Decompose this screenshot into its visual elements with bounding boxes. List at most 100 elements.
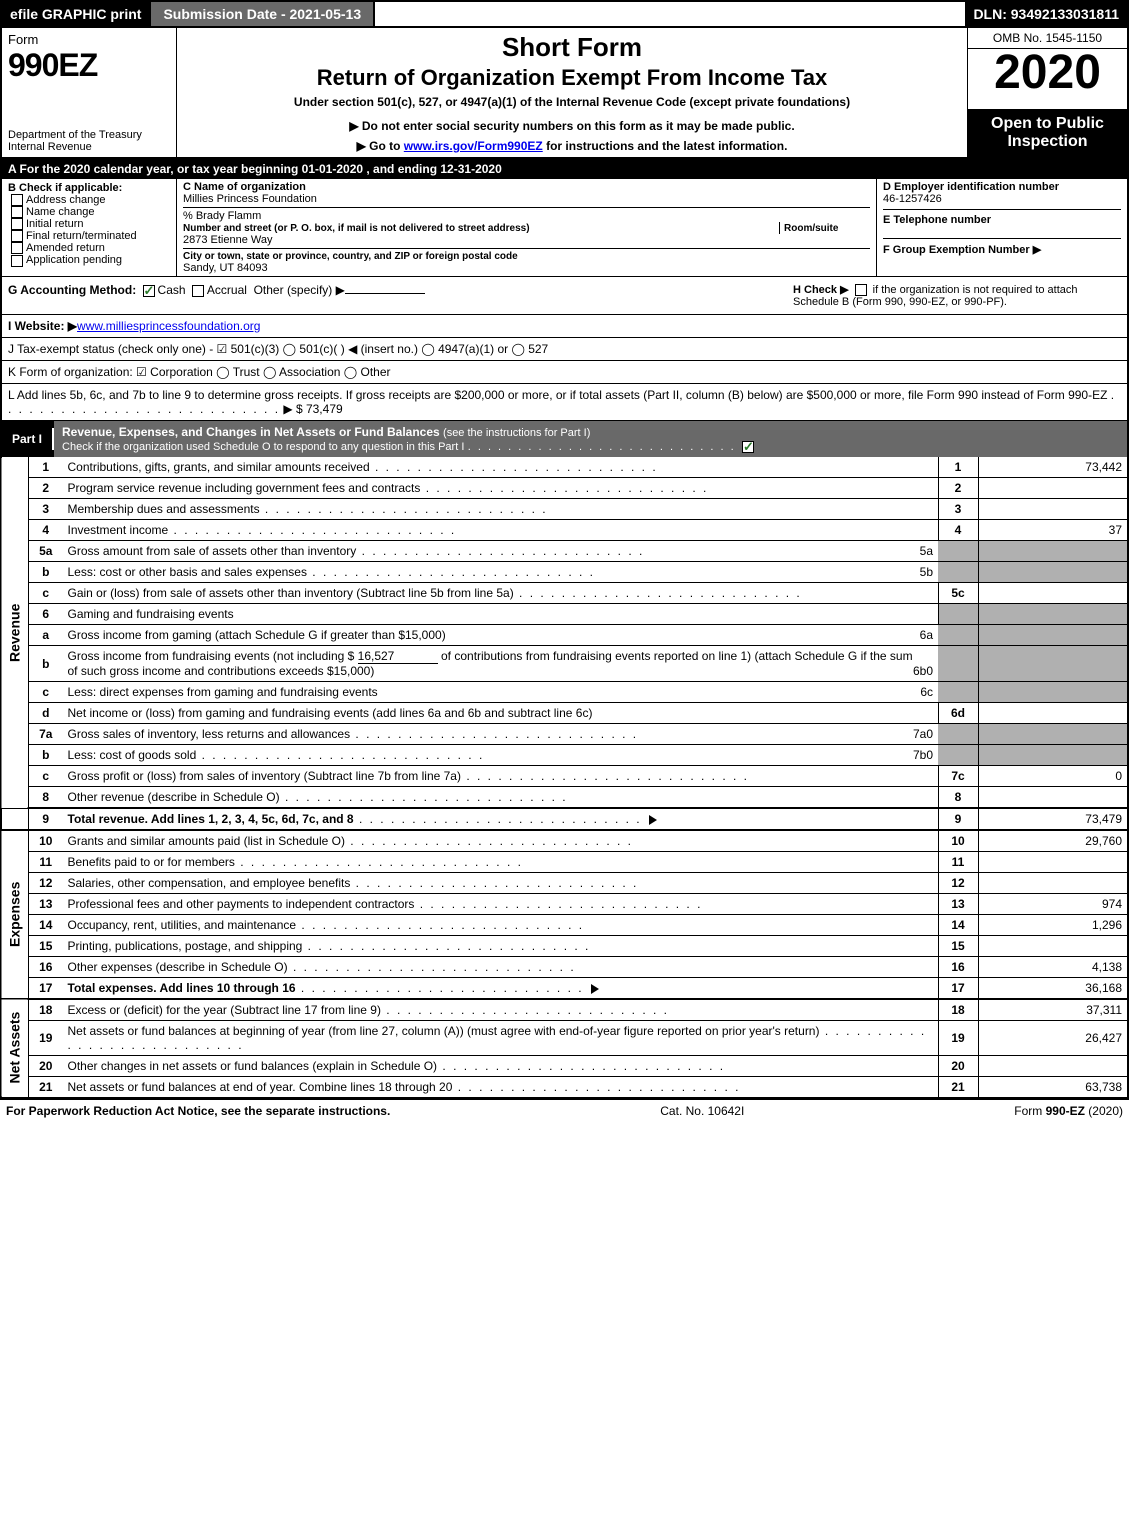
- table-row: 6Gaming and fundraising events: [1, 604, 1128, 625]
- table-row: 11Benefits paid to or for members11: [1, 852, 1128, 873]
- chk-final[interactable]: Final return/terminated: [8, 230, 170, 242]
- section-gh: G Accounting Method: Cash Accrual Other …: [0, 277, 1129, 315]
- col-d: D Employer identification number 46-1257…: [877, 179, 1127, 276]
- line-l-amount: ▶ $ 73,479: [283, 402, 342, 416]
- table-row: 4Investment income437: [1, 520, 1128, 541]
- tax-year: 2020: [968, 49, 1127, 97]
- header-left: Form 990EZ Department of the Treasury In…: [2, 28, 177, 157]
- amount-10: 29,760: [978, 830, 1128, 852]
- room-label: Room/suite: [784, 223, 838, 234]
- table-row: Net Assets 18Excess or (deficit) for the…: [1, 999, 1128, 1021]
- col-h: H Check ▶ if the organization is not req…: [787, 277, 1127, 314]
- other-specify-line[interactable]: [345, 293, 425, 294]
- arrow-icon: [591, 984, 599, 994]
- open-to-public: Open to Public Inspection: [968, 109, 1127, 157]
- amount-14: 1,296: [978, 915, 1128, 936]
- fundraising-amount: 16,527: [358, 649, 438, 664]
- table-row: Revenue 1Contributions, gifts, grants, a…: [1, 457, 1128, 478]
- org-name: Millies Princess Foundation: [183, 193, 870, 205]
- efile-print[interactable]: efile GRAPHIC print: [2, 2, 149, 26]
- short-form-title: Short Form: [185, 32, 959, 63]
- table-row: 3Membership dues and assessments3: [1, 499, 1128, 520]
- section-bcd: B Check if applicable: Address change Na…: [0, 179, 1129, 277]
- chk-amended[interactable]: Amended return: [8, 242, 170, 254]
- chk-address[interactable]: Address change: [8, 194, 170, 206]
- table-row: bLess: cost of goods sold7b0: [1, 745, 1128, 766]
- table-row: 14Occupancy, rent, utilities, and mainte…: [1, 915, 1128, 936]
- amount-19: 26,427: [978, 1021, 1128, 1056]
- line-k: K Form of organization: ☑ Corporation ◯ …: [0, 361, 1129, 384]
- table-row: 2Program service revenue including gover…: [1, 478, 1128, 499]
- table-row: 16Other expenses (describe in Schedule O…: [1, 957, 1128, 978]
- amount-4: 37: [978, 520, 1128, 541]
- addr-label: Number and street (or P. O. box, if mail…: [183, 223, 530, 234]
- form-word: Form: [8, 32, 170, 47]
- c-name-label: C Name of organization: [183, 181, 870, 193]
- table-row: 5aGross amount from sale of assets other…: [1, 541, 1128, 562]
- catalog-number: Cat. No. 10642I: [660, 1104, 744, 1118]
- checkbox-icon[interactable]: [11, 230, 23, 242]
- city: Sandy, UT 84093: [183, 262, 870, 274]
- table-row: 13Professional fees and other payments t…: [1, 894, 1128, 915]
- chk-pending[interactable]: Application pending: [8, 254, 170, 266]
- amount-18: 37,311: [978, 999, 1128, 1021]
- irs-link[interactable]: www.irs.gov/Form990EZ: [404, 139, 543, 153]
- goto-line: ▶ Go to www.irs.gov/Form990EZ for instru…: [185, 139, 959, 153]
- table-row: cLess: direct expenses from gaming and f…: [1, 682, 1128, 703]
- dln: DLN: 93492133031811: [965, 2, 1127, 26]
- submission-date: Submission Date - 2021-05-13: [149, 2, 375, 26]
- col-g: G Accounting Method: Cash Accrual Other …: [2, 277, 787, 314]
- checkbox-icon[interactable]: [11, 194, 23, 206]
- f-label: F Group Exemption Number ▶: [883, 243, 1121, 256]
- table-row: 19Net assets or fund balances at beginni…: [1, 1021, 1128, 1056]
- checkbox-icon[interactable]: [11, 218, 23, 230]
- line-i: I Website: ▶www.milliesprincessfoundatio…: [0, 315, 1129, 338]
- checkbox-icon[interactable]: [855, 284, 867, 296]
- topbar: efile GRAPHIC print Submission Date - 20…: [0, 0, 1129, 28]
- b-header: B Check if applicable:: [8, 182, 170, 194]
- footer-left: For Paperwork Reduction Act Notice, see …: [6, 1104, 390, 1118]
- table-row: dNet income or (loss) from gaming and fu…: [1, 703, 1128, 724]
- footer: For Paperwork Reduction Act Notice, see …: [0, 1098, 1129, 1122]
- table-row: 20Other changes in net assets or fund ba…: [1, 1056, 1128, 1077]
- dept-treasury: Department of the Treasury Internal Reve…: [8, 129, 170, 153]
- amount-16: 4,138: [978, 957, 1128, 978]
- city-label: City or town, state or province, country…: [183, 251, 870, 262]
- part1-title: Revenue, Expenses, and Changes in Net As…: [54, 421, 1127, 457]
- checkbox-icon[interactable]: [143, 285, 155, 297]
- website-link[interactable]: www.milliesprincessfoundation.org: [77, 319, 260, 333]
- checkbox-icon[interactable]: [11, 242, 23, 254]
- section-a: A For the 2020 calendar year, or tax yea…: [0, 159, 1129, 179]
- header-right: OMB No. 1545-1150 2020 Open to Public In…: [967, 28, 1127, 157]
- amount-7c: 0: [978, 766, 1128, 787]
- line-j: J Tax-exempt status (check only one) - ☑…: [0, 338, 1129, 361]
- checkbox-icon[interactable]: [11, 206, 23, 218]
- checkbox-icon[interactable]: [11, 255, 23, 267]
- table-row: 8Other revenue (describe in Schedule O)8: [1, 787, 1128, 809]
- return-title: Return of Organization Exempt From Incom…: [185, 65, 959, 91]
- table-row: aGross income from gaming (attach Schedu…: [1, 625, 1128, 646]
- table-row: bLess: cost or other basis and sales exp…: [1, 562, 1128, 583]
- ssn-notice: ▶ Do not enter social security numbers o…: [185, 119, 959, 133]
- table-row: 17Total expenses. Add lines 10 through 1…: [1, 978, 1128, 1000]
- expenses-side-label: Expenses: [1, 830, 29, 999]
- ein: 46-1257426: [883, 193, 1121, 205]
- h-label: H Check ▶: [793, 284, 849, 296]
- footer-right: Form 990-EZ (2020): [1014, 1104, 1123, 1118]
- table-row: bGross income from fundraising events (n…: [1, 646, 1128, 682]
- table-row: 7aGross sales of inventory, less returns…: [1, 724, 1128, 745]
- checkbox-icon[interactable]: [192, 285, 204, 297]
- part1-tab: Part I: [2, 428, 54, 450]
- d-label: D Employer identification number: [883, 181, 1121, 193]
- checkbox-icon[interactable]: [742, 441, 754, 453]
- under-section: Under section 501(c), 527, or 4947(a)(1)…: [185, 95, 959, 109]
- amount-13: 974: [978, 894, 1128, 915]
- amount-1: 73,442: [978, 457, 1128, 478]
- table-row: Expenses 10Grants and similar amounts pa…: [1, 830, 1128, 852]
- arrow-icon: [649, 815, 657, 825]
- chk-initial[interactable]: Initial return: [8, 218, 170, 230]
- e-label: E Telephone number: [883, 214, 1121, 226]
- amount-21: 63,738: [978, 1077, 1128, 1098]
- chk-name[interactable]: Name change: [8, 206, 170, 218]
- table-row: cGain or (loss) from sale of assets othe…: [1, 583, 1128, 604]
